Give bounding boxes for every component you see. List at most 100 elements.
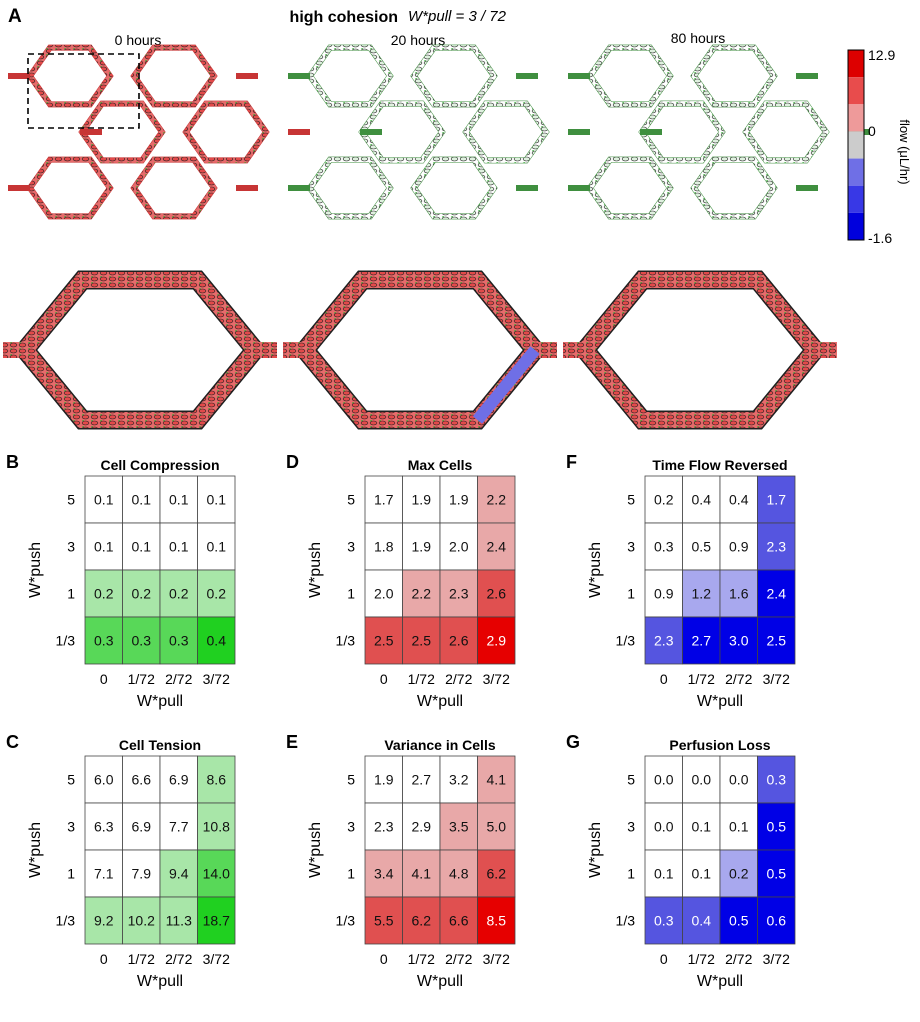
heatmap-cell (757, 522, 796, 571)
heatmap-cell (477, 755, 516, 804)
heatmap-cell-label: 6.6 (449, 913, 469, 929)
heatmap-cell (477, 475, 516, 524)
x-tick-label: 0 (380, 951, 388, 967)
panel-letter: G (566, 732, 580, 752)
colorbar-label: flow (μL/hr) (897, 119, 912, 184)
y-tick-label: 1 (347, 866, 355, 882)
heatmap-cell-label: 3.4 (374, 866, 394, 882)
heatmap-cell-label: 2.7 (412, 772, 432, 788)
heatmap-cell (84, 896, 123, 945)
heatmap-cell-label: 1.9 (412, 539, 432, 555)
heatmap-cell (719, 616, 758, 665)
x-tick-label: 1/72 (128, 671, 155, 687)
colorbar-segment (848, 77, 864, 105)
x-tick-label: 3/72 (483, 951, 510, 967)
heatmap-cell (402, 616, 441, 665)
heatmap-cell (197, 896, 236, 945)
heatmap-cell (719, 569, 758, 618)
heatmap-cell-label: 9.4 (169, 866, 189, 882)
vessel-cells (26, 157, 114, 219)
heatmap-cell (682, 569, 721, 618)
x-tick-label: 3/72 (203, 951, 230, 967)
heatmap-cell-label: 0.2 (94, 586, 114, 602)
heatmap-b: B Cell Compression 0.1 0.1 0.1 0.1 0.1 0.1 0.1 0.… (6, 452, 236, 710)
colorbar-segment (848, 185, 864, 213)
zoom-hexagon-2 (563, 270, 837, 430)
heatmap-cell (439, 616, 478, 665)
y-tick-label: 3 (627, 819, 635, 835)
x-tick-label: 3/72 (763, 671, 790, 687)
heatmap-cell-label: 0.9 (654, 586, 674, 602)
y-tick-label: 1/3 (56, 633, 76, 649)
heatmap-cell-label: 6.6 (132, 772, 152, 788)
zoom-vessel-cells (14, 272, 266, 428)
heatmap-cell-label: 0.6 (767, 913, 787, 929)
heatmap-cell-label: 4.1 (412, 866, 432, 882)
heatmap-cell-label: 1.7 (374, 492, 394, 508)
heatmap-cell (719, 755, 758, 804)
heatmap-cell-label: 0.0 (654, 772, 674, 788)
colorbar-frame (847, 49, 865, 241)
heatmap-cell-label: 0.5 (767, 866, 787, 882)
vessel-cells (182, 101, 270, 163)
heatmap-panel-e: E Variance in Cells 1.9 2.7 3.2 4.1 2.3 2.9 3.5 5… (280, 728, 580, 1008)
heatmap-cell (159, 802, 198, 851)
heatmap-cell (122, 522, 161, 571)
heatmap-cell-label: 2.3 (767, 539, 787, 555)
heatmap-cell (682, 755, 721, 804)
heatmap-c: C Cell Tension 6.0 6.6 6.9 8.6 6.3 6.9 7.7 10.8 7.… (6, 732, 236, 990)
heatmap-cell (682, 802, 721, 851)
heatmap-cell-label: 0.2 (132, 586, 152, 602)
zoom-region-box (27, 53, 140, 129)
heatmap-title: Max Cells (408, 457, 473, 473)
vessel-cells (410, 45, 498, 107)
heatmap-cell (197, 475, 236, 524)
heatmap-cell-label: 1.9 (449, 492, 469, 508)
y-tick-label: 1 (67, 586, 75, 602)
heatmap-cell-label: 6.9 (132, 819, 152, 835)
heatmap-cell-label: 4.1 (487, 772, 507, 788)
heatmap-cell (84, 849, 123, 898)
heatmap-cell-label: 4.8 (449, 866, 469, 882)
panel-letter: F (566, 452, 577, 472)
heatmap-cell (159, 896, 198, 945)
y-tick-label: 3 (67, 819, 75, 835)
heatmap-title: Perfusion Loss (669, 737, 770, 753)
heatmap-cell-label: 2.3 (374, 819, 394, 835)
heatmap-cell-label: 2.0 (449, 539, 469, 555)
heatmap-cell-label: 0.3 (169, 633, 189, 649)
heatmap-cell-label: 0.2 (729, 866, 749, 882)
heatmap-cell-label: 11.3 (166, 913, 192, 929)
heatmap-cell-label: 0.1 (729, 819, 749, 835)
heatmap-cell-label: 2.5 (412, 633, 432, 649)
zoom-vessel-cells (574, 272, 826, 428)
colorbar-segment (848, 50, 864, 78)
heatmap-cell (477, 849, 516, 898)
heatmap-cell (159, 475, 198, 524)
x-tick-label: 0 (660, 951, 668, 967)
vessel-cells (690, 45, 778, 107)
heatmap-cell-label: 0.1 (132, 492, 152, 508)
heatmap-cell (364, 849, 403, 898)
heatmap-cell (644, 569, 683, 618)
heatmap-cell-label: 7.9 (132, 866, 152, 882)
heatmap-cell-label: 0.2 (654, 492, 674, 508)
heatmap-cell (197, 849, 236, 898)
y-axis-label: W*push (587, 542, 604, 598)
heatmap-cell-label: 0.4 (692, 492, 712, 508)
y-tick-label: 1 (627, 866, 635, 882)
heatmap-cell (439, 569, 478, 618)
x-tick-label: 1/72 (688, 671, 715, 687)
y-tick-label: 1 (627, 586, 635, 602)
y-tick-label: 1 (67, 866, 75, 882)
y-tick-label: 1/3 (616, 913, 636, 929)
heatmap-cell-label: 7.1 (94, 866, 114, 882)
vessel-cells (26, 45, 114, 107)
heatmap-cell-label: 0.3 (654, 913, 674, 929)
panel-letter: E (286, 732, 298, 752)
heatmap-cell-label: 1.2 (692, 586, 712, 602)
heatmap-cell-label: 2.2 (412, 586, 432, 602)
hexagon-networks (8, 44, 870, 220)
heatmap-cell-label: 0.9 (729, 539, 749, 555)
heatmap-cell-label: 6.2 (487, 866, 507, 882)
